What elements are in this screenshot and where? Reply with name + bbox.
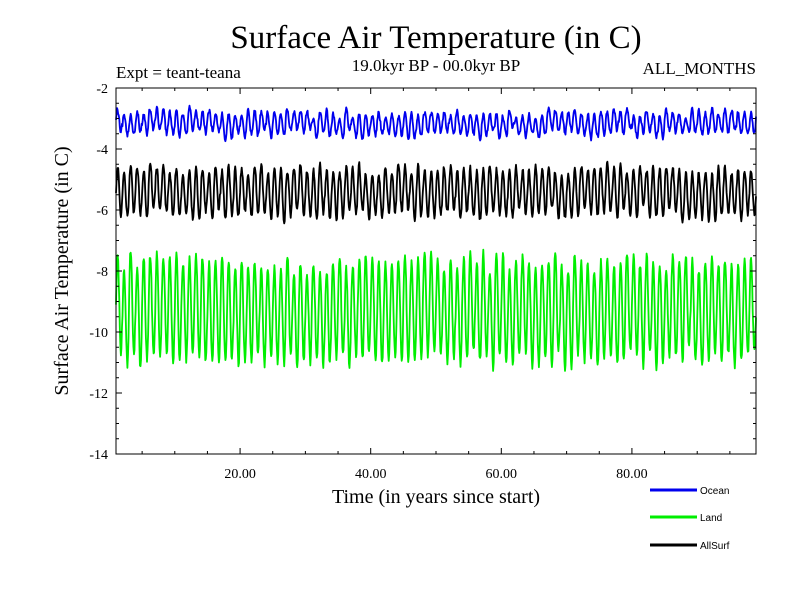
chart-months-label: ALL_MONTHS (643, 59, 756, 78)
series-layer (115, 104, 757, 372)
legend-label-ocean: Ocean (700, 486, 729, 497)
y-tick-label: -2 (96, 82, 108, 97)
x-tick-label: 20.00 (224, 467, 256, 482)
legend-label-land: Land (700, 513, 722, 524)
y-tick-label: -12 (89, 387, 108, 402)
series-line-ocean (115, 104, 757, 143)
x-tick-label: 80.00 (616, 467, 648, 482)
y-tick-label: -14 (89, 448, 108, 463)
legend: Ocean Land AllSurf (650, 486, 730, 552)
chart-period-label: 19.0kyr BP - 00.0kyr BP (352, 56, 520, 75)
legend-label-allsurf: AllSurf (700, 541, 730, 552)
y-tick-label: -10 (89, 326, 108, 341)
y-tick-label: -4 (96, 143, 108, 158)
y-tick-label: -8 (96, 265, 108, 280)
series-line-land (115, 248, 757, 372)
x-tick-label: 40.00 (355, 467, 387, 482)
chart-title: Surface Air Temperature (in C) (230, 20, 641, 56)
y-tick-label: -6 (96, 204, 108, 219)
x-axis-label: Time (in years since start) (332, 486, 540, 508)
chart-experiment-label: Expt = teant-teana (116, 63, 241, 82)
series-line-allsurf (115, 160, 757, 225)
ticks-layer: -2 -4 -6 -8 -10 -12 -14 20.00 40.00 60.00 80.00 (89, 82, 756, 482)
x-tick-label: 60.00 (486, 467, 518, 482)
y-axis-label: Surface Air Temperature (in C) (51, 146, 73, 395)
